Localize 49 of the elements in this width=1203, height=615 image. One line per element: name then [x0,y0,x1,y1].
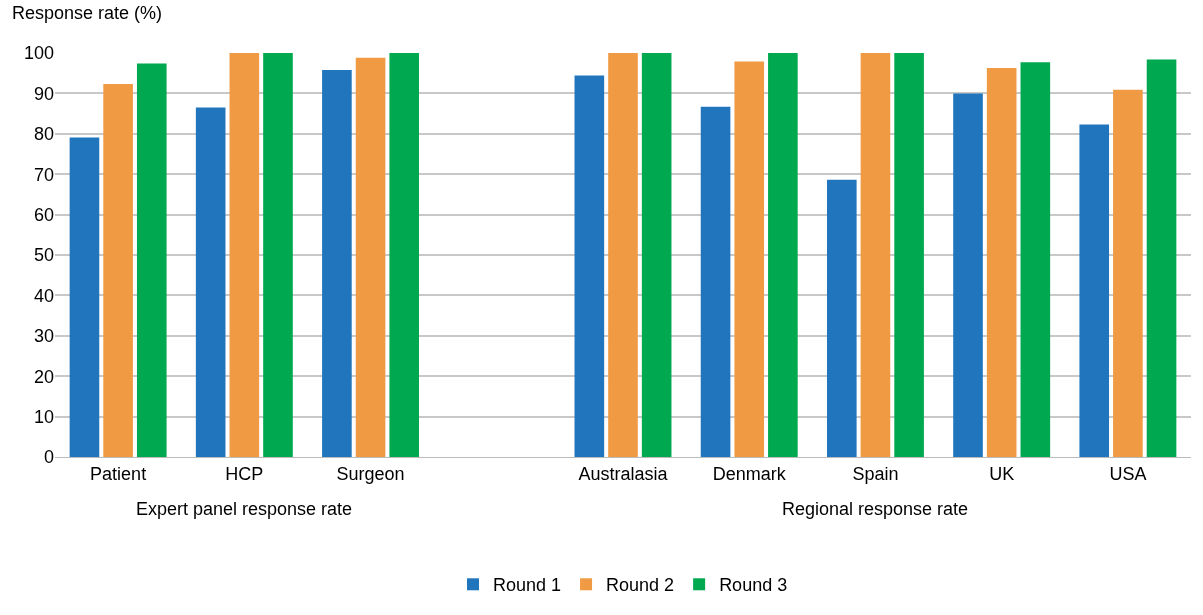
x-tick-label: Surgeon [336,463,405,484]
y-tick-label: 20 [33,366,54,387]
bar [195,107,226,457]
x-tick-label: Patient [90,463,147,484]
y-tick-label: 30 [33,326,54,347]
y-tick-label: 100 [23,43,54,64]
text: Expert panel response rate [136,499,353,519]
bar [103,84,133,457]
bar [641,53,672,457]
y-tick-label: 90 [33,83,54,104]
text: Regional response rate [782,499,969,519]
bar [322,69,352,457]
y-tick-label: 50 [33,245,54,266]
bar [1146,59,1177,457]
x-tick-label: USA [1109,463,1147,484]
x-tick-label: Spain [852,463,899,484]
y-tick-label: 60 [33,204,54,225]
bar [826,179,857,457]
bar [608,53,638,457]
bar [1020,62,1051,457]
bar [953,93,983,457]
bar [389,53,420,457]
bar [700,106,731,457]
x-tick-label: HCP [225,463,264,484]
bar [136,63,167,457]
bar [1113,89,1143,457]
bar [263,53,293,457]
bar [986,67,1017,457]
bar [734,61,765,457]
x-tick-label: UK [989,463,1015,484]
bar [355,57,386,457]
legend-label: Round 2 [606,575,675,596]
y-tick-label: 0 [43,447,54,468]
y-tick-label: 40 [33,285,54,306]
bar [1079,124,1110,457]
bar [894,53,924,457]
legend-label: Round 1 [493,575,562,596]
bar [69,137,100,457]
y-axis-title: Response rate (%) [12,3,163,23]
y-tick-label: 10 [33,406,54,427]
x-tick-label: Denmark [712,463,787,484]
bar [229,53,260,457]
bar [574,75,605,457]
y-tick-label: 80 [33,124,54,145]
bar [860,53,891,457]
y-tick-label: 70 [33,164,54,185]
x-tick-label: Australasia [578,463,669,484]
bar [768,53,798,457]
legend-label: Round 3 [719,575,788,596]
